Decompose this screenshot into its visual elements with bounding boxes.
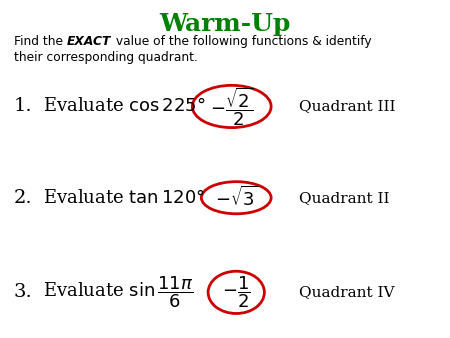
Text: $-\dfrac{\sqrt{2}}{2}$: $-\dfrac{\sqrt{2}}{2}$	[210, 85, 253, 128]
Text: EXACT: EXACT	[67, 35, 111, 48]
Text: Quadrant II: Quadrant II	[299, 191, 390, 205]
Text: 2.: 2.	[14, 189, 32, 207]
Text: value of the following functions & identify: value of the following functions & ident…	[112, 35, 371, 48]
Text: 1.: 1.	[14, 97, 32, 116]
Text: $-\sqrt{3}$: $-\sqrt{3}$	[215, 186, 258, 210]
Text: Quadrant IV: Quadrant IV	[299, 285, 395, 299]
Text: Evaluate $\tan 120°$: Evaluate $\tan 120°$	[43, 189, 205, 207]
Text: Evaluate $\sin\dfrac{11\pi}{6}$: Evaluate $\sin\dfrac{11\pi}{6}$	[43, 274, 193, 310]
Text: Find the: Find the	[14, 35, 67, 48]
Text: their corresponding quadrant.: their corresponding quadrant.	[14, 51, 198, 64]
Text: Quadrant III: Quadrant III	[299, 99, 396, 114]
Text: 3.: 3.	[14, 283, 32, 301]
Text: Warm-Up: Warm-Up	[159, 12, 291, 36]
Text: Evaluate $\cos 225°$: Evaluate $\cos 225°$	[43, 97, 205, 116]
Text: $-\dfrac{1}{2}$: $-\dfrac{1}{2}$	[222, 274, 251, 310]
